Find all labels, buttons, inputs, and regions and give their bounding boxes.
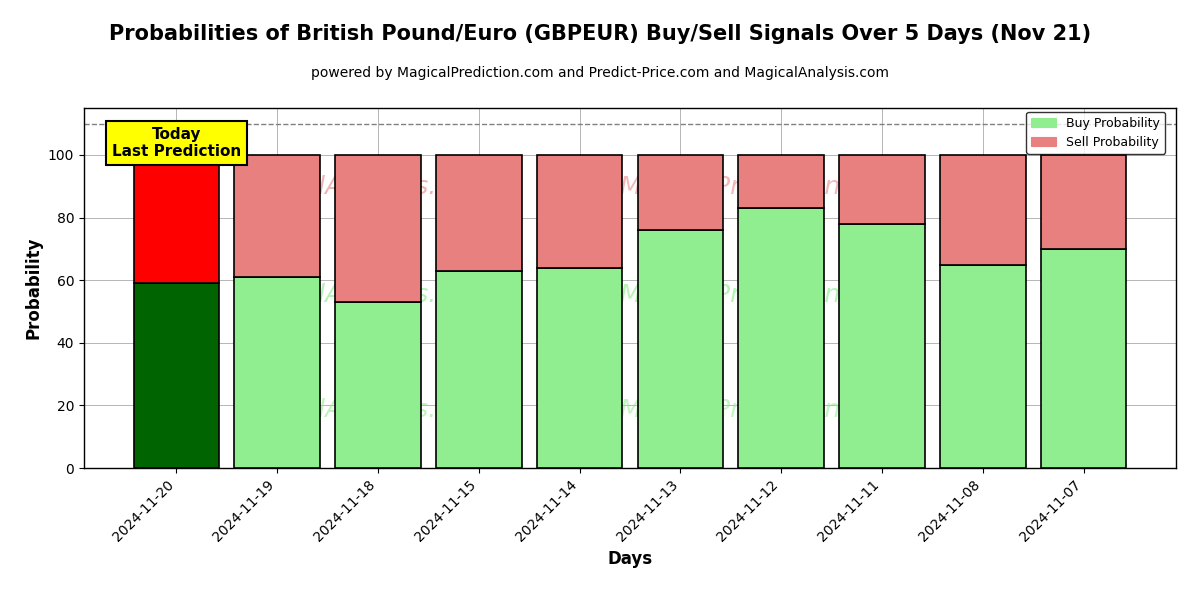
Bar [436,155,522,271]
Bar [335,302,421,468]
Bar [1040,249,1127,468]
Bar [133,155,220,283]
Bar [335,155,421,302]
Bar [738,155,824,208]
Text: calAnalysis.com: calAnalysis.com [289,398,490,422]
Text: MagicalPrediction.com: MagicalPrediction.com [619,175,902,199]
Bar [536,268,623,468]
Bar [738,208,824,468]
Bar [637,155,724,230]
Bar [940,155,1026,265]
Text: MagicalPrediction.com: MagicalPrediction.com [619,398,902,422]
Text: Today
Last Prediction: Today Last Prediction [112,127,241,159]
Text: calAnalysis.com: calAnalysis.com [289,175,490,199]
Text: powered by MagicalPrediction.com and Predict-Price.com and MagicalAnalysis.com: powered by MagicalPrediction.com and Pre… [311,66,889,80]
Bar [234,277,320,468]
Bar [133,283,220,468]
Bar [234,155,320,277]
X-axis label: Days: Days [607,550,653,568]
Text: calAnalysis.com: calAnalysis.com [289,283,490,307]
Y-axis label: Probability: Probability [24,237,42,339]
Bar [839,155,925,224]
Text: Probabilities of British Pound/Euro (GBPEUR) Buy/Sell Signals Over 5 Days (Nov 2: Probabilities of British Pound/Euro (GBP… [109,24,1091,44]
Bar [1040,155,1127,249]
Bar [940,265,1026,468]
Bar [436,271,522,468]
Legend: Buy Probability, Sell Probability: Buy Probability, Sell Probability [1026,112,1165,154]
Bar [637,230,724,468]
Bar [839,224,925,468]
Bar [536,155,623,268]
Text: MagicalPrediction.com: MagicalPrediction.com [619,283,902,307]
